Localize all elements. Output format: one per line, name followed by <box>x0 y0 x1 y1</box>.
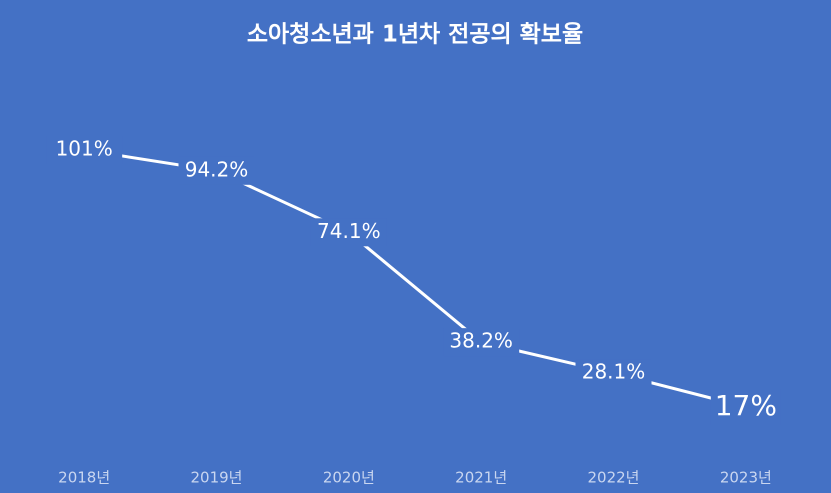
x-tick-label: 2021년 <box>455 469 507 487</box>
x-tick-label: 2018년 <box>58 469 110 487</box>
chart-title: 소아청소년과 1년차 전공의 확보율 <box>247 22 583 48</box>
label-backdrop <box>178 156 255 185</box>
label-backdrop <box>46 136 123 164</box>
value-label: 38.2% <box>449 329 513 353</box>
label-backdrop <box>443 328 520 357</box>
value-label: 28.1% <box>582 360 646 384</box>
x-tick-label: 2019년 <box>191 469 243 487</box>
value-label: 17% <box>715 389 777 422</box>
label-backdrop <box>575 359 652 388</box>
label-backdrop <box>310 218 387 247</box>
value-label: 101% <box>56 137 113 161</box>
label-backdrop <box>710 389 781 425</box>
value-label: 74.1% <box>317 219 381 243</box>
x-tick-label: 2020년 <box>323 469 375 487</box>
x-tick-label: 2022년 <box>588 469 640 487</box>
value-label: 94.2% <box>185 157 249 181</box>
x-tick-label: 2023년 <box>720 469 772 487</box>
